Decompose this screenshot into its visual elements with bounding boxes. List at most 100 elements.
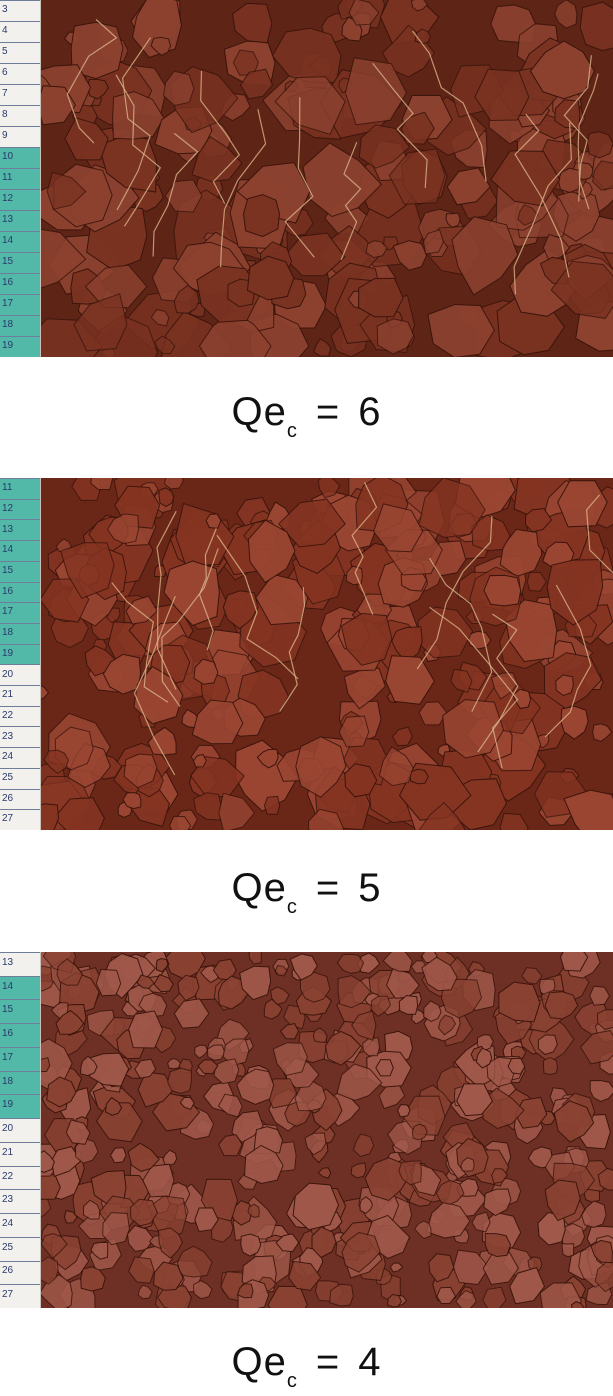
ruler-number: 15	[2, 1004, 14, 1016]
soil-clod	[336, 953, 365, 975]
ruler-tick	[0, 21, 40, 22]
ruler-number: 18	[2, 627, 14, 639]
ruler-number: 6	[2, 67, 8, 79]
root-strand	[133, 595, 176, 776]
soil-clod	[542, 233, 571, 262]
soil-clod	[218, 1134, 243, 1157]
ruler-number: 18	[2, 319, 14, 331]
soil-clod	[109, 1147, 127, 1164]
ruler-tick	[0, 1023, 40, 1025]
caption-equals: =	[315, 1340, 341, 1384]
ruler-tick	[0, 581, 40, 583]
soil-clod	[106, 513, 140, 545]
ruler-tick	[0, 540, 40, 542]
soil-clod	[425, 1201, 471, 1239]
ruler-number: 16	[2, 1028, 14, 1040]
ruler-tick	[0, 315, 40, 316]
soil-clod	[358, 277, 404, 318]
soil-clod	[348, 0, 380, 26]
soil-clod	[498, 981, 541, 1023]
soil-clod	[164, 179, 203, 213]
soil-clod	[150, 36, 172, 57]
soil-clod	[231, 1110, 264, 1143]
soil-clod	[288, 1260, 322, 1291]
soil-clod	[122, 791, 142, 810]
soil-clod	[193, 1280, 213, 1300]
ruler-number: 12	[2, 193, 14, 205]
soil-clod	[205, 513, 222, 529]
ruler-tick	[0, 767, 40, 769]
soil-clod	[529, 40, 596, 100]
soil-clod	[482, 1252, 519, 1286]
soil-clod	[84, 264, 148, 309]
root-strand	[544, 584, 592, 738]
ruler-number: 20	[2, 668, 14, 680]
ruler-tick	[0, 498, 40, 500]
ruler-tick	[0, 1260, 40, 1262]
ruler-number: 26	[2, 792, 14, 804]
soil-clod	[142, 1163, 175, 1198]
soil-clod	[147, 726, 177, 756]
ruler-tick	[0, 84, 40, 85]
soil-clod	[410, 0, 428, 12]
measuring-ruler-3: 13 14 15 16 17 18 19 20 21 22 23 24 25 26 27	[0, 952, 41, 1308]
soil-clod	[317, 478, 341, 499]
ruler-tick	[0, 168, 40, 169]
ruler-color-band	[0, 975, 40, 1119]
ruler-tick	[0, 685, 40, 687]
ruler-number: 27	[2, 1289, 14, 1301]
measuring-ruler-1: 3 4 5 6 7 8 9 10 11 12 13 14 15 16 17 18 19	[0, 0, 41, 357]
soil-clod	[397, 1103, 411, 1118]
soil-clod	[231, 2, 273, 44]
root-strand	[198, 528, 217, 651]
soil-clod	[289, 953, 318, 981]
soil-clod	[475, 1047, 493, 1069]
soil-clod	[344, 57, 408, 126]
soil-clod	[138, 992, 168, 1018]
soil-clod	[539, 1282, 583, 1308]
soil-clod	[359, 1196, 374, 1215]
ruler-number: 19	[2, 647, 14, 659]
soil-clod	[152, 1261, 184, 1291]
root-strand	[372, 62, 428, 188]
soil-clod	[294, 1080, 327, 1112]
ruler-number: 22	[2, 1170, 14, 1182]
soil-clod	[372, 503, 424, 553]
ruler-tick	[0, 664, 40, 666]
soil-clod	[73, 293, 128, 352]
soil-clod	[546, 559, 604, 626]
soil-clod	[102, 1212, 131, 1246]
ruler-number: 27	[2, 813, 14, 825]
ruler-number: 21	[2, 1146, 14, 1158]
root-strand	[279, 587, 306, 712]
soil-clod	[555, 674, 574, 697]
root-strand	[216, 534, 299, 680]
root-strand	[156, 510, 177, 690]
ruler-number: 26	[2, 1265, 14, 1277]
ruler-number: 13	[2, 523, 14, 535]
ruler-tick	[0, 1046, 40, 1048]
soil-clod	[418, 478, 486, 539]
soil-clod	[422, 229, 445, 255]
soil-clod	[550, 260, 613, 319]
soil-clod	[471, 1211, 491, 1233]
soil-clod	[60, 542, 115, 600]
soil-clod	[137, 1071, 175, 1108]
soil-clod	[177, 974, 200, 1002]
soil-photo-2: 11 12 13 14 15 16 17 18 19 20 21 22 23 24 25 26 27	[0, 478, 613, 830]
soil-clod	[594, 1261, 613, 1293]
soil-clod	[193, 658, 219, 685]
root-strand	[220, 109, 267, 268]
soil-clod	[590, 1239, 613, 1264]
ruler-number: 23	[2, 1194, 14, 1206]
caption-label: Qe	[231, 1340, 287, 1384]
ruler-tick	[0, 336, 40, 337]
soil-clod	[592, 160, 613, 191]
soil-clod	[197, 1059, 219, 1075]
root-strand	[284, 97, 315, 258]
soil-clod	[236, 162, 311, 224]
soil-clod	[299, 971, 331, 1003]
soil-clod	[134, 1058, 157, 1079]
soil-texture-1	[0, 0, 613, 357]
soil-clod	[521, 967, 543, 985]
